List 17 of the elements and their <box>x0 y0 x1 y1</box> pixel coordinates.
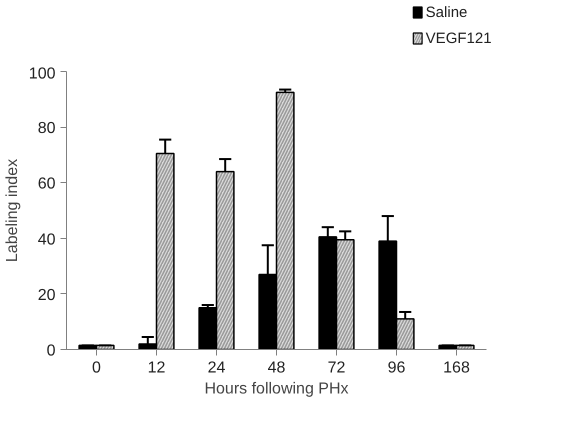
x-tick-label: 48 <box>268 360 286 376</box>
x-tick-label: 96 <box>388 360 406 376</box>
y-tick-label: 40 <box>38 231 56 248</box>
y-tick-label: 0 <box>46 342 56 360</box>
x-tick-label: 0 <box>92 360 102 376</box>
y-tick-label: 80 <box>38 120 56 138</box>
x-tick-label: 168 <box>443 360 470 376</box>
y-tick-label: 60 <box>38 176 56 193</box>
legend-label: Saline <box>426 4 468 21</box>
legend-label: VEGF121 <box>426 30 492 47</box>
y-tick-label: 20 <box>38 286 56 304</box>
x-tick-label: 72 <box>328 360 346 376</box>
x-axis-title: Hours following PHx <box>204 380 349 398</box>
x-tick-label: 12 <box>148 360 166 376</box>
y-axis-title: Labeling index <box>4 158 21 262</box>
x-tick-label: 24 <box>208 360 226 376</box>
y-tick-label: 100 <box>28 66 56 82</box>
